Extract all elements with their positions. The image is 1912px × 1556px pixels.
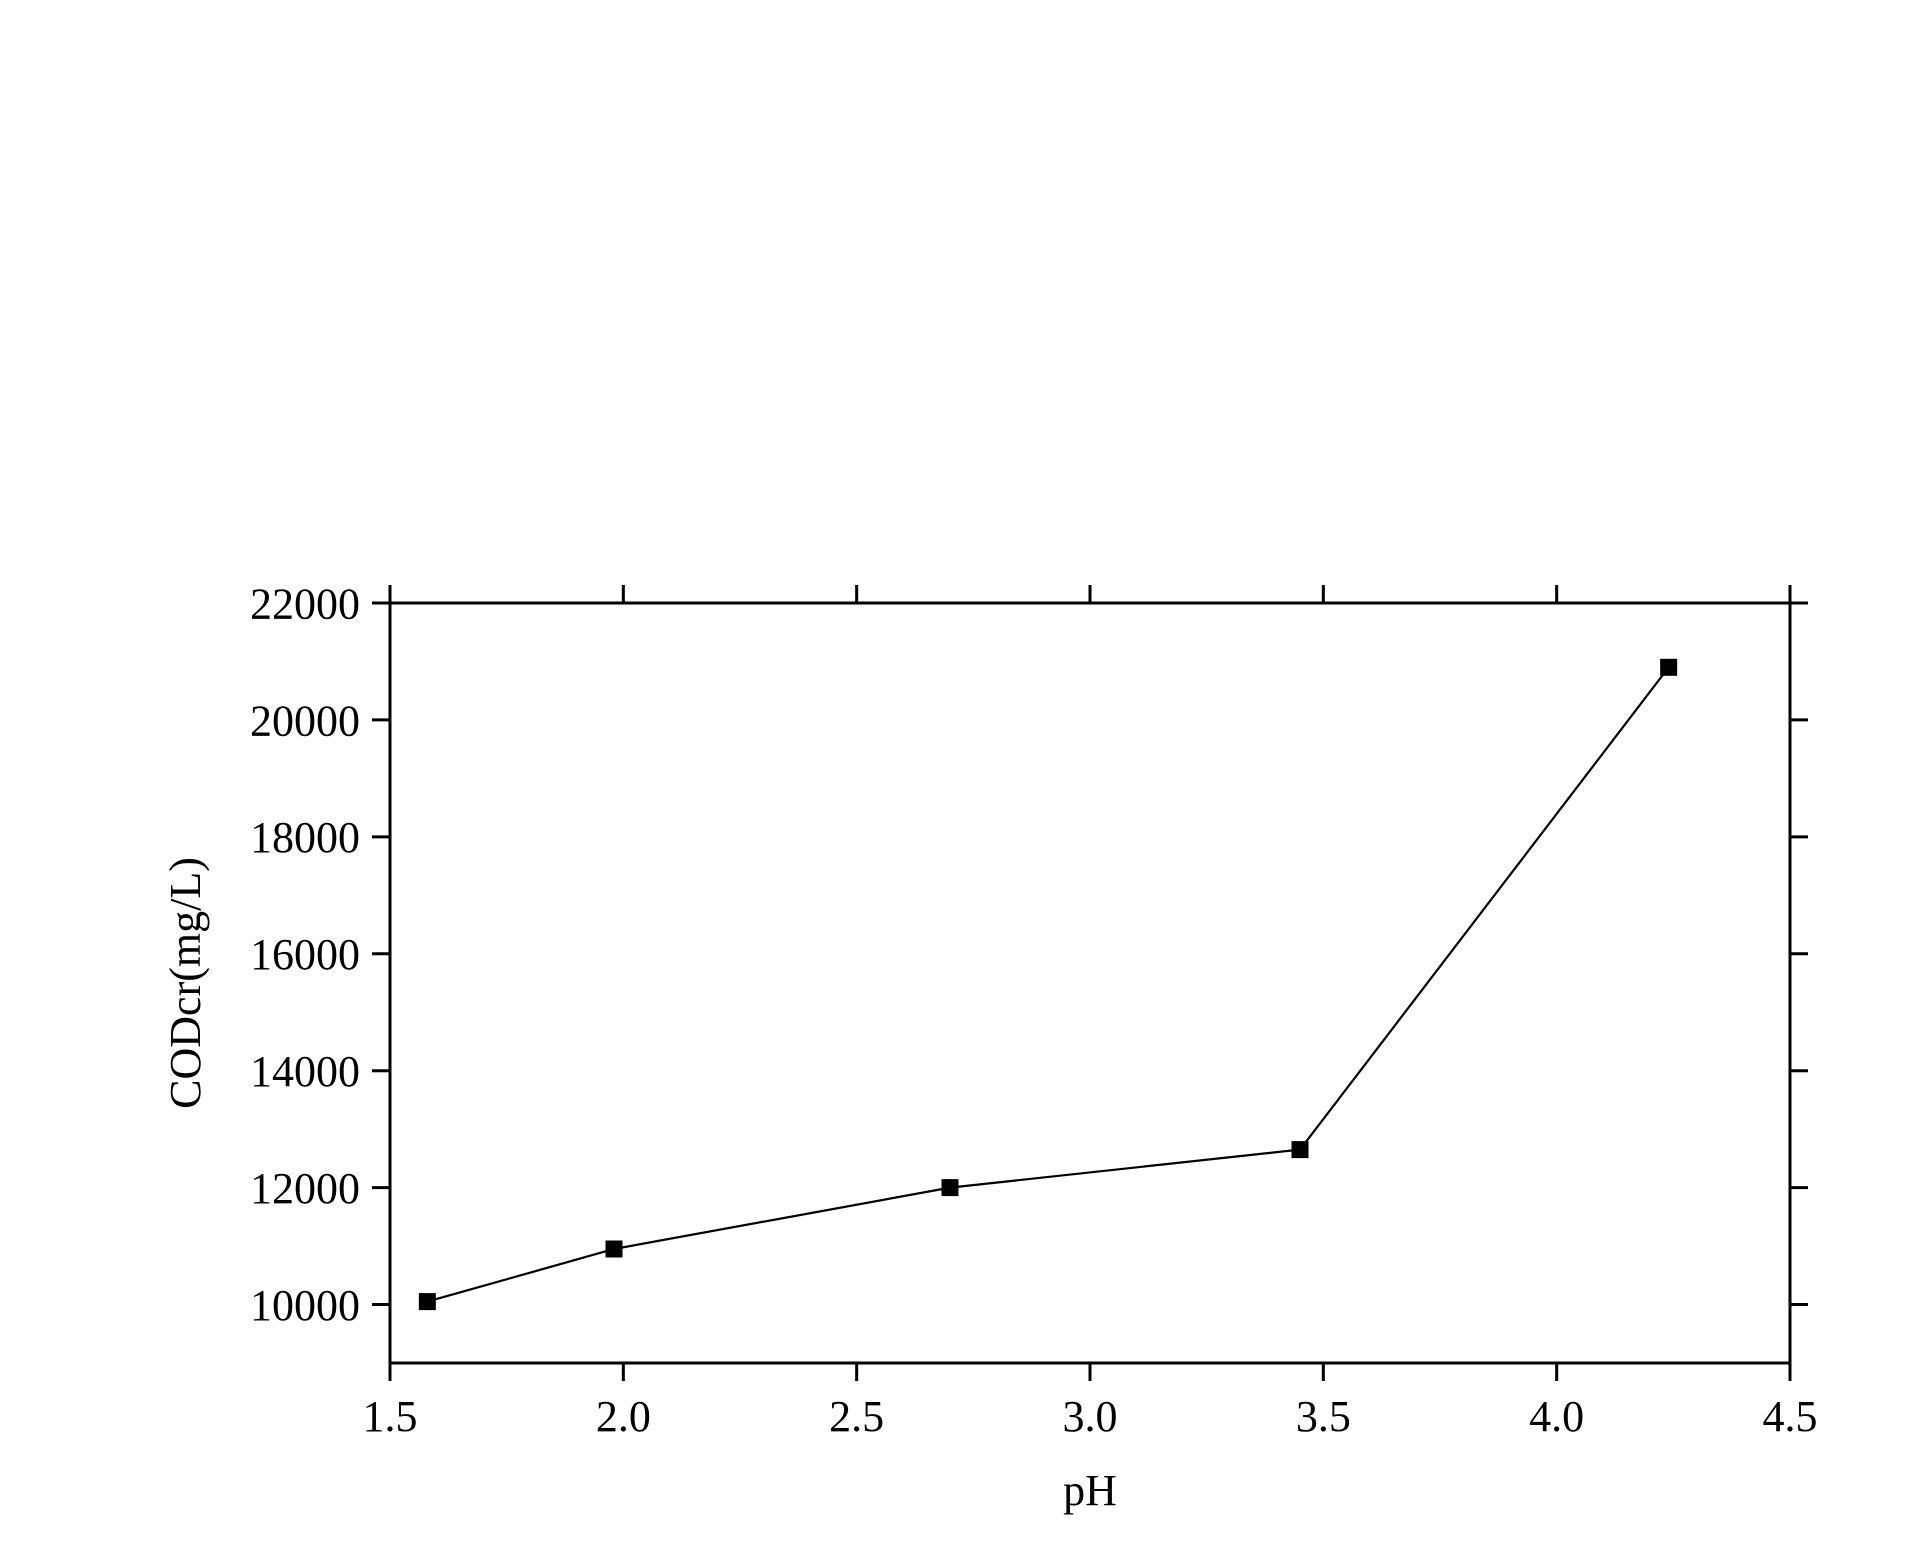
y-tick-label: 20000 [250, 696, 360, 745]
y-tick-label: 18000 [250, 813, 360, 862]
y-axis-title: CODcr(mg/L) [161, 857, 210, 1109]
y-tick-label: 22000 [250, 579, 360, 628]
x-tick-label: 3.0 [1063, 1392, 1118, 1441]
x-tick-label: 4.5 [1763, 1392, 1818, 1441]
data-marker [606, 1241, 622, 1257]
data-marker [419, 1294, 435, 1310]
plot-frame [390, 603, 1790, 1363]
x-tick-label: 4.0 [1529, 1392, 1584, 1441]
chart-svg: 1.5 2.0 2.5 3.0 3.5 4.0 4.5 10000 12000 14000 1600… [60, 555, 1840, 1525]
x-tick-label: 3.5 [1296, 1392, 1351, 1441]
y-tick-label: 14000 [250, 1047, 360, 1096]
data-marker [1292, 1142, 1308, 1158]
y-tick-label: 16000 [250, 930, 360, 979]
x-tick-label: 1.5 [363, 1392, 418, 1441]
x-tick-label: 2.5 [829, 1392, 884, 1441]
x-tick-label: 2.0 [596, 1392, 651, 1441]
y-tick-label: 10000 [250, 1281, 360, 1330]
x-axis-title: pH [1063, 1466, 1117, 1515]
y-tick-label: 12000 [250, 1164, 360, 1213]
page-root: 1.5 2.0 2.5 3.0 3.5 4.0 4.5 10000 12000 14000 1600… [0, 0, 1912, 1556]
data-marker [1661, 659, 1677, 675]
chart-container: 1.5 2.0 2.5 3.0 3.5 4.0 4.5 10000 12000 14000 1600… [60, 555, 1840, 1525]
data-marker [942, 1180, 958, 1196]
